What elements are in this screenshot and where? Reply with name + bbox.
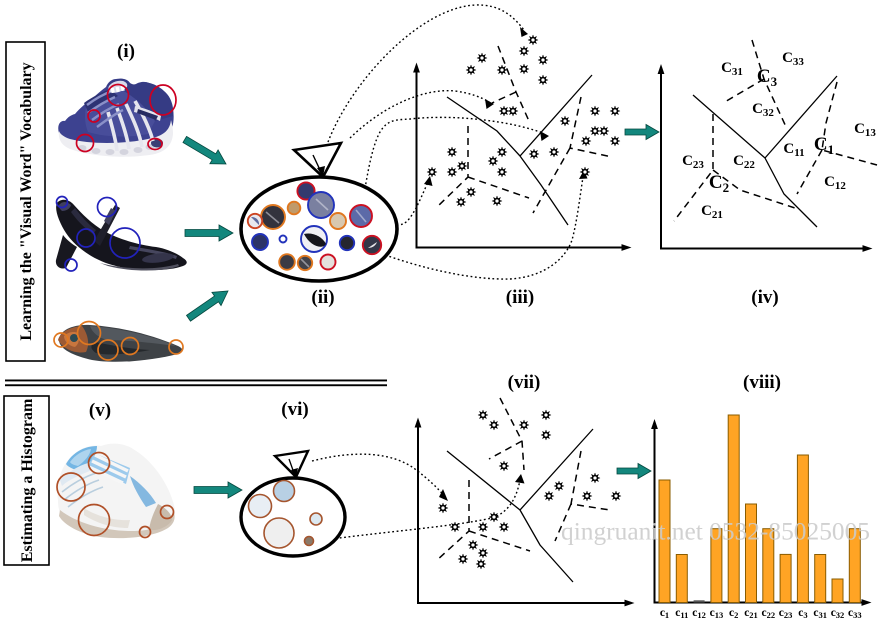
svg-text:c22: c22 [761, 607, 775, 620]
svg-text:C23: C23 [682, 153, 704, 171]
svg-text:C3: C3 [757, 66, 778, 89]
svg-text:(i): (i) [117, 41, 135, 62]
svg-text:c32: c32 [831, 607, 845, 620]
svg-text:C12: C12 [824, 174, 846, 192]
svg-text:C22: C22 [733, 153, 755, 171]
svg-text:qingruanit.net 0532-85025005: qingruanit.net 0532-85025005 [561, 517, 870, 546]
svg-text:c12: c12 [692, 607, 706, 620]
svg-text:C13: C13 [854, 121, 876, 139]
svg-text:C1: C1 [814, 134, 834, 157]
svg-text:(ii): (ii) [311, 287, 334, 308]
svg-text:(iv): (iv) [751, 287, 778, 308]
svg-text:c33: c33 [848, 607, 862, 620]
svg-text:(viii): (viii) [743, 372, 781, 393]
svg-text:C21: C21 [701, 203, 723, 221]
svg-text:C11: C11 [783, 141, 804, 159]
svg-text:(iii): (iii) [506, 287, 535, 308]
svg-text:Learning the "Visual Word" Voc: Learning the "Visual Word" Vocabulary [18, 62, 35, 340]
svg-text:(v): (v) [89, 400, 111, 421]
svg-text:(vi): (vi) [281, 399, 308, 420]
svg-text:Estimating a Histogram: Estimating a Histogram [19, 398, 36, 562]
svg-text:c11: c11 [675, 607, 688, 620]
svg-text:c3: c3 [798, 607, 807, 620]
svg-text:C2: C2 [709, 172, 729, 195]
svg-text:c23: c23 [779, 607, 793, 620]
svg-text:c13: c13 [710, 607, 724, 620]
svg-text:(vii): (vii) [508, 372, 541, 393]
svg-text:C32: C32 [752, 101, 774, 119]
svg-text:c2: c2 [729, 607, 738, 620]
svg-text:c1: c1 [660, 607, 669, 620]
svg-text:c21: c21 [744, 607, 758, 620]
svg-text:C31: C31 [721, 60, 743, 78]
svg-text:c31: c31 [813, 607, 827, 620]
svg-text:C33: C33 [782, 50, 804, 68]
